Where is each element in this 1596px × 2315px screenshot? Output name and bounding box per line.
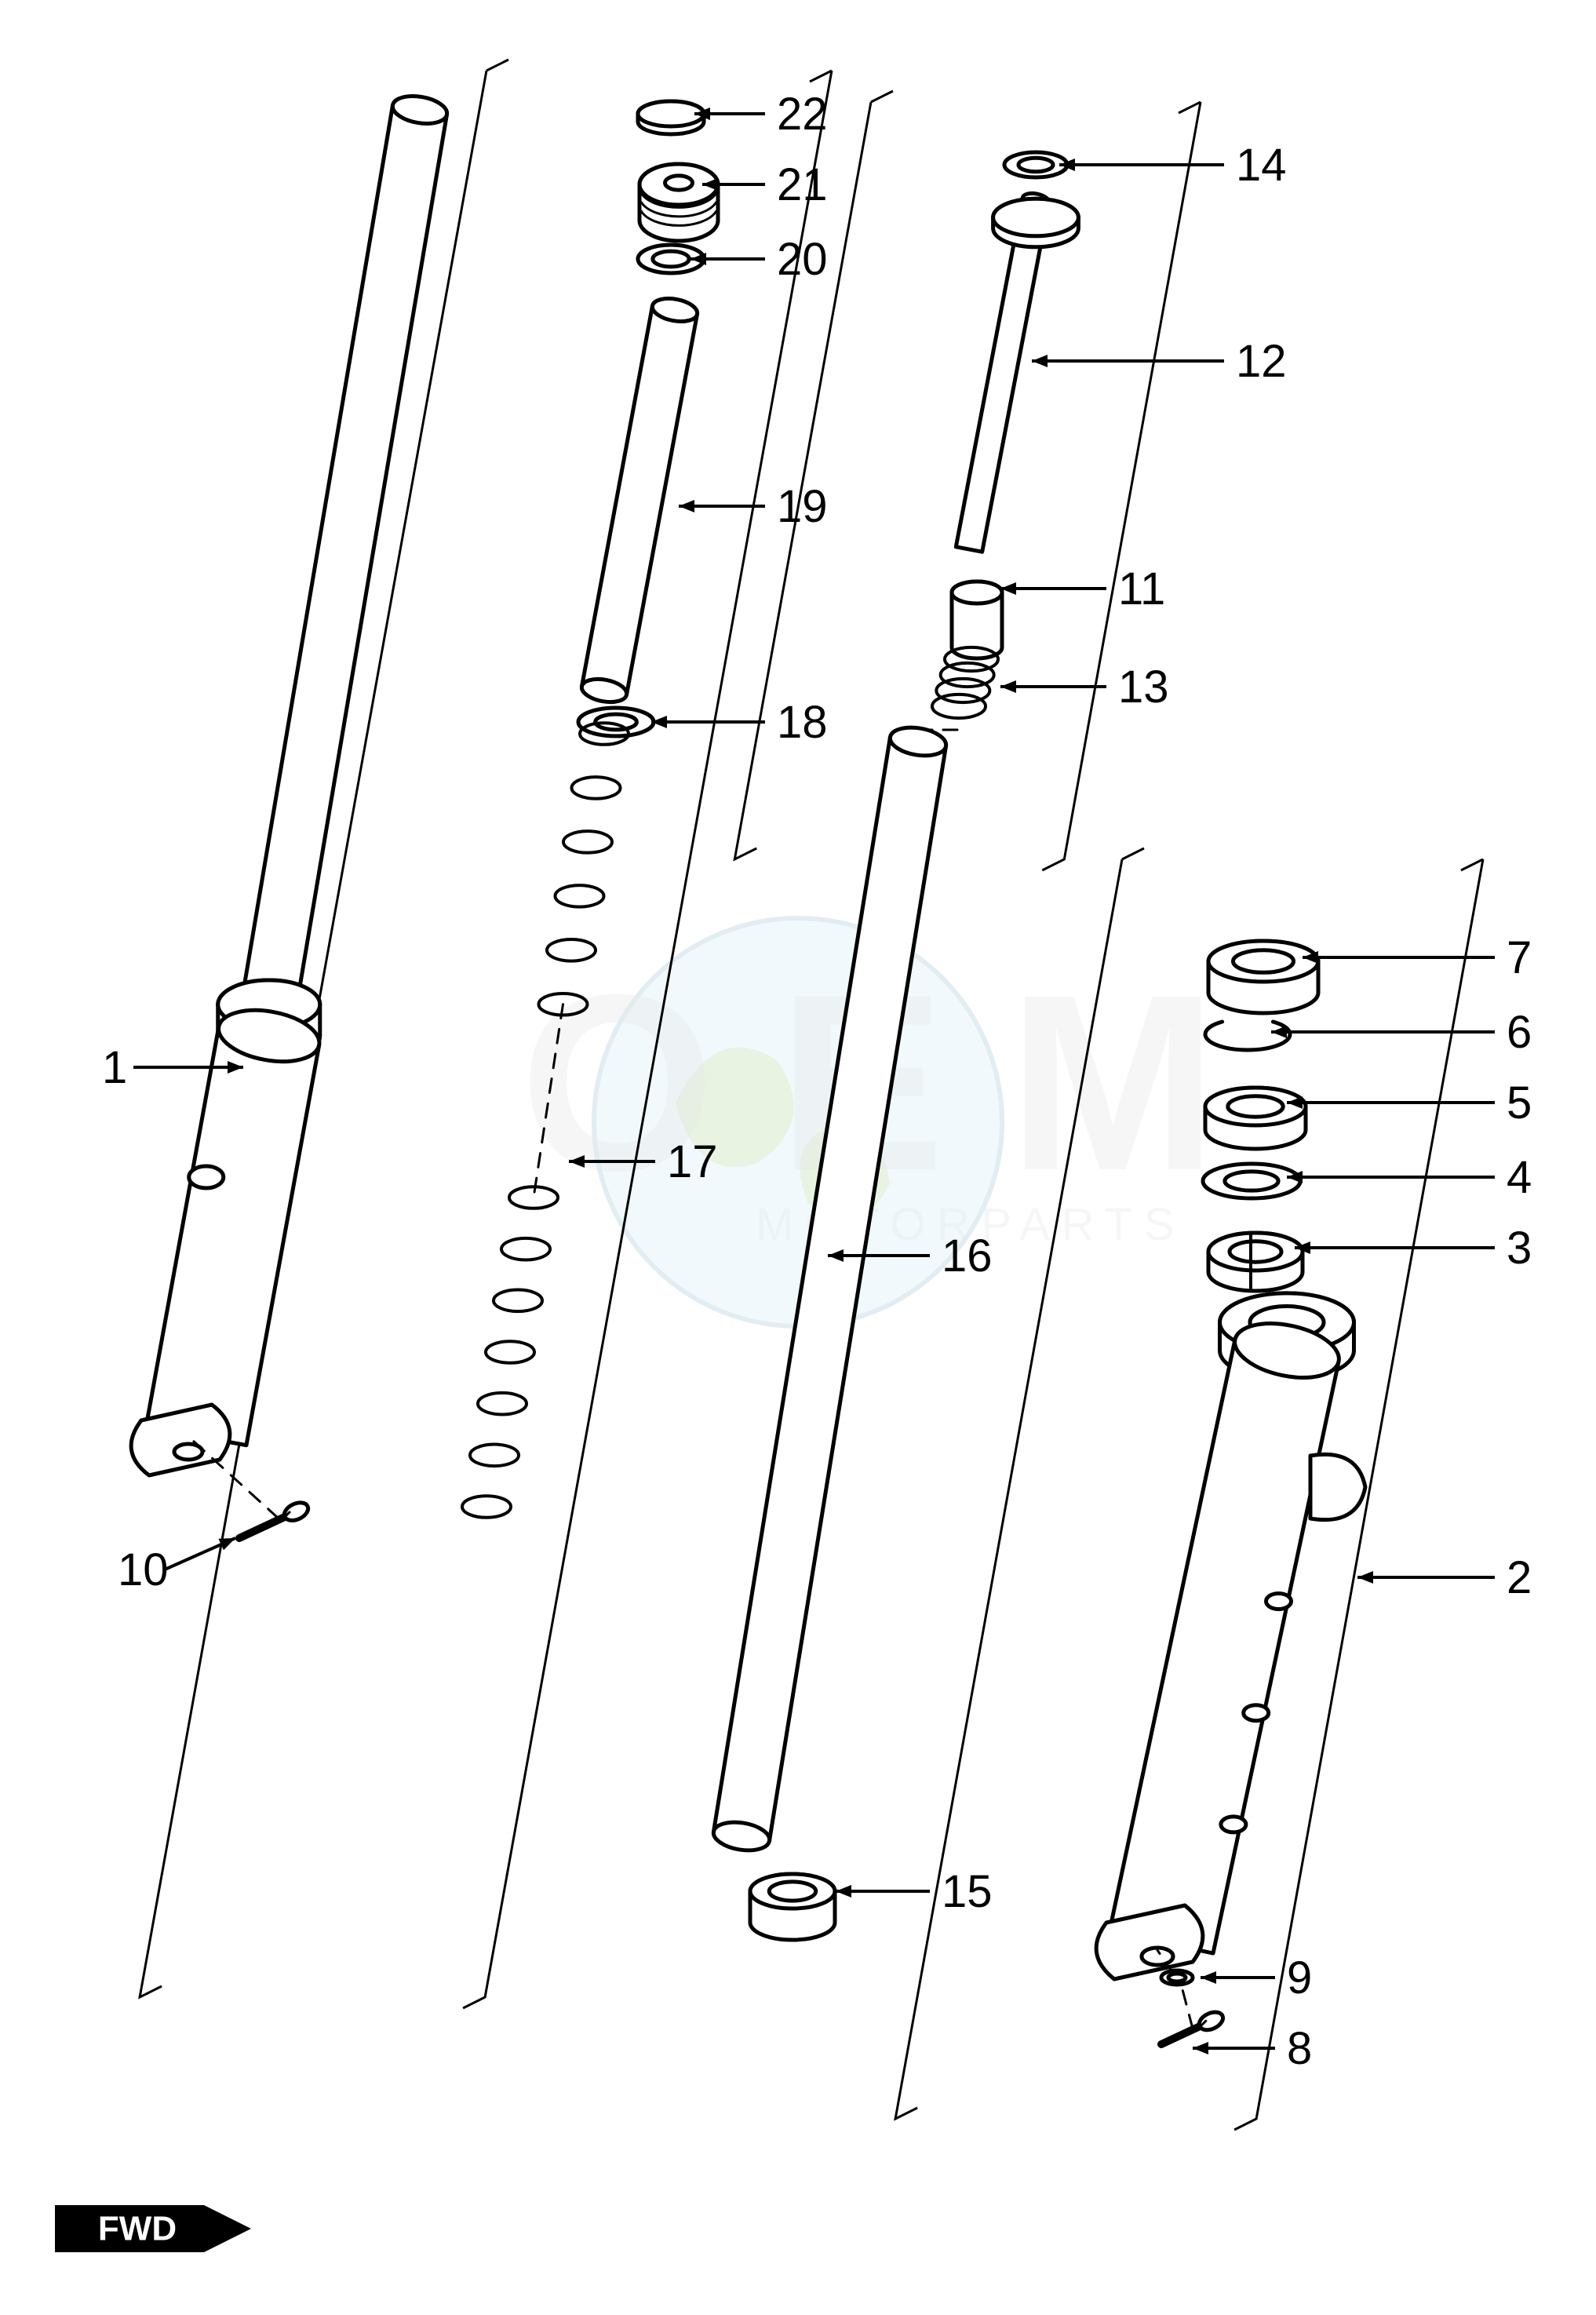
- callout-3: 3: [1507, 1223, 1532, 1274]
- callout-6: 6: [1507, 1007, 1532, 1058]
- fwd-badge: FWD: [55, 2205, 251, 2252]
- svg-text:FWD: FWD: [98, 2210, 177, 2248]
- callout-22: 22: [777, 89, 828, 140]
- callout-21: 21: [777, 159, 828, 210]
- callout-4: 4: [1507, 1152, 1532, 1203]
- callout-2: 2: [1507, 1552, 1532, 1603]
- callout-1: 1: [102, 1042, 127, 1093]
- callout-12: 12: [1236, 336, 1287, 387]
- callout-10: 10: [118, 1544, 169, 1595]
- callout-7: 7: [1507, 932, 1532, 983]
- callout-14: 14: [1236, 140, 1287, 191]
- callout-19: 19: [777, 481, 828, 532]
- callout-5: 5: [1507, 1077, 1532, 1128]
- callout-15: 15: [942, 1866, 993, 1917]
- parts-diagram: OEM MOTORPARTS 1234567891011121314151617…: [0, 0, 1596, 2315]
- callout-8: 8: [1287, 2023, 1312, 2074]
- callout-13: 13: [1118, 662, 1169, 713]
- callout-11: 11: [1118, 563, 1165, 614]
- callout-18: 18: [777, 697, 828, 748]
- callout-20: 20: [777, 234, 828, 285]
- callout-9: 9: [1287, 1952, 1312, 2003]
- callout-17: 17: [667, 1136, 718, 1187]
- callout-16: 16: [942, 1230, 993, 1281]
